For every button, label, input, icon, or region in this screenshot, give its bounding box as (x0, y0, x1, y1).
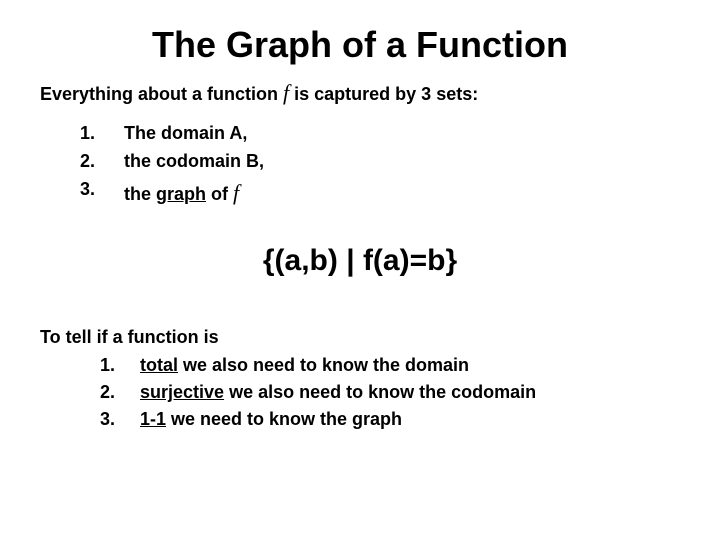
list-item: 1. The domain A, (80, 120, 680, 148)
list-text-underlined: total (140, 355, 178, 375)
intro-line: Everything about a function f is capture… (40, 80, 680, 106)
closing-block: To tell if a function is 1. total we als… (40, 324, 680, 433)
list-item: 2. the codomain B, (80, 148, 680, 176)
set-formula: {(a,b) | f(a)=b} (40, 244, 680, 278)
top-list: 1. The domain A, 2. the codomain B, 3. t… (80, 120, 680, 210)
list-text-after: we also need to know the codomain (224, 382, 536, 402)
list-number: 2. (80, 148, 124, 176)
list-text-after: of (206, 184, 233, 204)
list-text-before: the (124, 184, 156, 204)
list-item: 3. 1-1 we need to know the graph (100, 406, 680, 433)
intro-before: Everything about a function (40, 84, 283, 104)
list-text: surjective we also need to know the codo… (140, 379, 536, 406)
list-item: 2. surjective we also need to know the c… (100, 379, 680, 406)
list-text: The domain A, (124, 120, 247, 148)
list-text-underlined: 1-1 (140, 409, 166, 429)
list-text: the codomain B, (124, 148, 264, 176)
list-text-after: we also need to know the domain (178, 355, 469, 375)
list-item: 1. total we also need to know the domain (100, 352, 680, 379)
bottom-list: 1. total we also need to know the domain… (100, 352, 680, 433)
list-text: the graph of f (124, 176, 239, 210)
list-text: total we also need to know the domain (140, 352, 469, 379)
list-number: 1. (100, 352, 140, 379)
intro-after: is captured by 3 sets: (289, 84, 478, 104)
slide-title: The Graph of a Function (40, 24, 680, 66)
list-item: 3. the graph of f (80, 176, 680, 210)
list-math-f: f (233, 180, 239, 205)
list-text-underlined: surjective (140, 382, 224, 402)
list-number: 2. (100, 379, 140, 406)
list-number: 1. (80, 120, 124, 148)
list-text: 1-1 we need to know the graph (140, 406, 402, 433)
list-text-after: we need to know the graph (166, 409, 402, 429)
list-number: 3. (100, 406, 140, 433)
closing-lead: To tell if a function is (40, 324, 680, 352)
list-text-underlined: graph (156, 184, 206, 204)
list-number: 3. (80, 176, 124, 210)
